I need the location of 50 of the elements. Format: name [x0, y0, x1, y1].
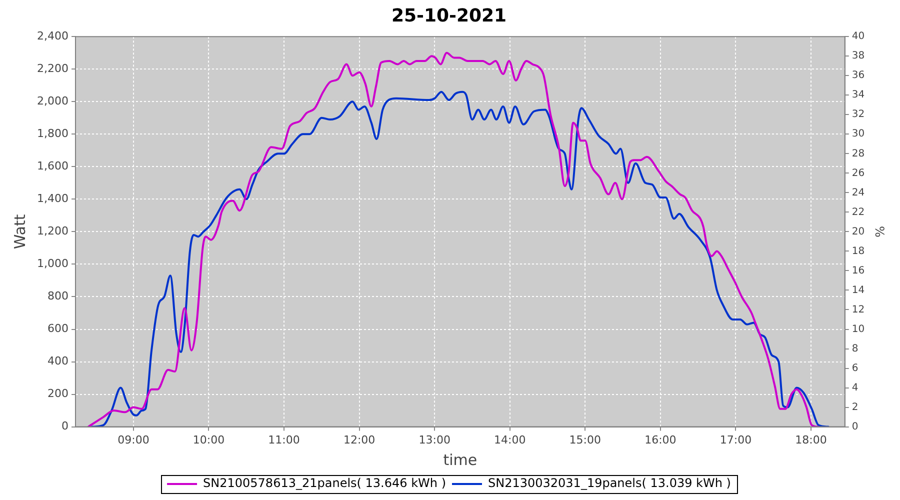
- y-tick-label: 2,400: [36, 29, 68, 42]
- x-tick-label: 16:00: [644, 433, 676, 446]
- chart-title: 25-10-2021: [391, 5, 507, 26]
- y2-tick-label: 12: [852, 304, 865, 316]
- y2-tick-label: 4: [852, 382, 858, 394]
- y-tick-label: 800: [47, 290, 68, 303]
- x-tick-label: 17:00: [720, 433, 752, 446]
- y2-tick-label: 0: [852, 421, 858, 432]
- legend-label: SN2130032031_19panels( 13.039 kWh ): [488, 476, 731, 490]
- x-axis-title: time: [443, 450, 478, 469]
- y2-tick-label: 22: [852, 206, 865, 218]
- y-axis-title: Watt: [10, 214, 29, 250]
- y-tick-label: 2,200: [36, 62, 68, 75]
- x-tick-label: 12:00: [343, 433, 376, 446]
- y-tick-label: 1,200: [36, 224, 68, 238]
- y2-axis-title: %: [872, 226, 887, 238]
- y-tick-label: 600: [47, 322, 68, 336]
- y2-tick-label: 36: [852, 70, 865, 82]
- y-tick-label: 1,000: [36, 257, 68, 270]
- y-tick-label: 2,000: [36, 94, 68, 108]
- x-tick-label: 14:00: [494, 433, 526, 446]
- y2-tick-label: 30: [852, 128, 865, 140]
- y2-tick-label: 34: [852, 90, 865, 101]
- y2-tick-label: 40: [852, 31, 865, 42]
- y2-tick-label: 16: [852, 265, 865, 276]
- y2-tick-label: 8: [852, 343, 858, 354]
- y-tick-label: 0: [61, 420, 68, 433]
- y-tick-label: 400: [47, 354, 68, 368]
- y-tick-label: 1,400: [36, 192, 68, 206]
- x-tick-label: 10:00: [192, 433, 225, 446]
- y2-tick-label: 26: [852, 168, 865, 179]
- y2-tick-label: 2: [852, 402, 858, 413]
- y2-tick-label: 14: [852, 284, 865, 296]
- x-tick-label: 09:00: [118, 433, 150, 446]
- x-tick-label: 18:00: [795, 433, 827, 446]
- y2-tick-label: 6: [852, 362, 858, 374]
- y2-tick-label: 32: [852, 109, 865, 120]
- y2-tick-label: 28: [852, 148, 865, 160]
- legend-label: SN2100578613_21panels( 13.646 kWh ): [203, 476, 446, 490]
- y2-tick-label: 38: [852, 50, 865, 62]
- y-tick-label: 1,800: [36, 127, 68, 140]
- y2-tick-label: 24: [852, 187, 865, 198]
- y-tick-label: 1,600: [36, 160, 68, 173]
- x-tick-label: 11:00: [268, 433, 300, 446]
- y2-tick-label: 20: [852, 226, 865, 238]
- y-tick-label: 200: [47, 387, 68, 400]
- x-tick-label: 15:00: [569, 433, 602, 446]
- x-tick-label: 13:00: [418, 433, 450, 446]
- y2-tick-label: 18: [852, 246, 865, 257]
- y2-tick-label: 10: [852, 324, 865, 335]
